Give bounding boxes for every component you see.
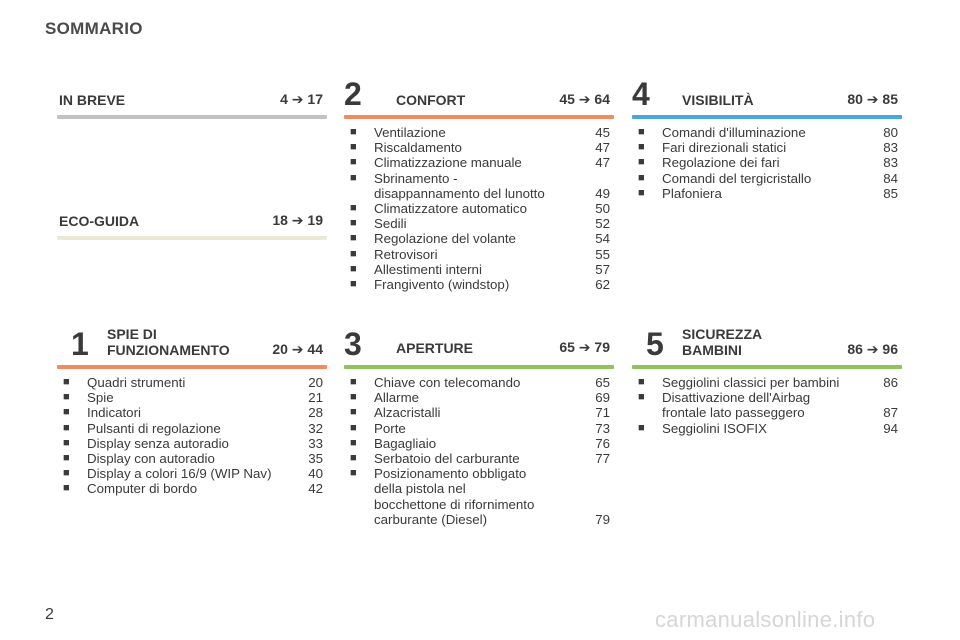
list-item[interactable]: ■ Display con autoradio 35 [63, 451, 323, 467]
section-color-bar [57, 236, 327, 240]
section-color-bar [57, 365, 327, 369]
arrow-icon: ➔ [291, 91, 304, 107]
section-color-bar [57, 115, 327, 119]
list-item[interactable]: ■ Regolazione dei fari 83 [638, 155, 898, 171]
watermark: carmanualsonline.info [655, 607, 876, 632]
section-header: 5 SICUREZZA BAMBINI 86 ➔ 96 [632, 322, 902, 360]
section-header: 1 SPIE DI FUNZIONAMENTO 20 ➔ 44 [57, 322, 327, 360]
arrow-icon: ➔ [578, 339, 591, 355]
list-item[interactable]: ■ Retrovisori 55 [350, 246, 610, 262]
section-header: ECO-GUIDA 18 ➔ 19 [57, 193, 327, 231]
list-item[interactable]: ■ Display senza autoradio 33 [63, 435, 323, 451]
section-title: VISIBILITÀ [682, 92, 754, 108]
section-title: ECO-GUIDA [59, 213, 140, 229]
list-item[interactable]: ■ Regolazione del volante 54 [350, 231, 610, 247]
list-item[interactable]: ■ Seggiolini classici per bambini 86 [638, 375, 898, 390]
section-title: IN BREVE [59, 92, 126, 108]
section-aperture[interactable]: 3 APERTURE 65 ➔ 79 ■ Chiave con telecoman… [344, 322, 614, 527]
section-number: 3 [344, 326, 362, 362]
arrow-icon: ➔ [291, 212, 304, 228]
list-item[interactable]: ■ Allarme 69 [350, 390, 610, 406]
page-range: 65 ➔ 79 [559, 339, 610, 355]
section-spie[interactable]: 1 SPIE DI FUNZIONAMENTO 20 ➔ 44 ■ Quadri s… [57, 322, 327, 497]
item-list: ■ Ventilazione 45 ■ Riscaldamento 47 ■ Climat… [344, 125, 614, 292]
arrow-icon: ➔ [578, 91, 591, 107]
list-item[interactable]: ■ Frangivento (windstop) 62 [350, 277, 610, 293]
list-item[interactable]: ■ Seggiolini ISOFIX 94 [638, 420, 898, 436]
section-title: APERTURE [396, 340, 474, 356]
list-item[interactable]: ■ Comandi del tergicristallo 84 [638, 170, 898, 186]
section-confort[interactable]: 2 CONFORT 45 ➔ 64 ■ Ventilazione 45 ■ Risca… [344, 72, 614, 292]
section-number: 1 [71, 326, 89, 362]
list-item[interactable]: ■ Chiave con telecomando 65 [350, 375, 610, 390]
page-title: SOMMARIO [45, 19, 143, 38]
list-item[interactable]: ■ Serbatoio del carburante 77 [350, 451, 610, 467]
list-item[interactable]: ■ Riscaldamento 47 [350, 140, 610, 156]
section-header: 4 VISIBILITÀ 80 ➔ 85 [632, 72, 902, 110]
list-item[interactable]: ■ Alzacristalli 71 [350, 405, 610, 421]
list-item[interactable]: ■ Posizionamento obbligato della pistola n… [350, 466, 610, 527]
section-color-bar [632, 365, 902, 369]
list-item[interactable]: ■ Disattivazione dell'Airbag frontale lato… [638, 390, 898, 421]
page-number: 2 [45, 606, 54, 623]
section-number: 2 [344, 76, 362, 112]
arrow-icon: ➔ [866, 341, 879, 357]
section-header: IN BREVE 4 ➔ 17 [57, 72, 327, 110]
page-range: 4 ➔ 17 [280, 91, 323, 107]
section-sicurezza[interactable]: 5 SICUREZZA BAMBINI 86 ➔ 96 ■ Seggiolini c… [632, 322, 902, 436]
list-item[interactable]: ■ Sedili 52 [350, 216, 610, 232]
list-item[interactable]: ■ Spie 21 [63, 390, 323, 406]
section-number: 4 [632, 76, 650, 112]
item-list: ■ Quadri strumenti 20 ■ Spie 21 ■ Indicatori 2… [57, 375, 327, 497]
item-list: ■ Comandi d'illuminazione 80 ■ Fari direzio… [632, 125, 902, 201]
list-item[interactable]: ■ Display a colori 16/9 (WIP Nav) 40 [63, 466, 323, 482]
section-number: 5 [646, 326, 664, 362]
section-eco-guida[interactable]: ECO-GUIDA 18 ➔ 19 [57, 193, 327, 240]
page-range: 80 ➔ 85 [847, 91, 898, 107]
list-item[interactable]: ■ Climatizzatore automatico 50 [350, 201, 610, 217]
section-header: 3 APERTURE 65 ➔ 79 [344, 322, 614, 360]
list-item[interactable]: ■ Sbrinamento - disappannamento del lunott… [350, 170, 610, 201]
list-item[interactable]: ■ Pulsanti di regolazione 32 [63, 420, 323, 436]
page-range: 20 ➔ 44 [272, 341, 323, 357]
list-item[interactable]: ■ Climatizzazione manuale 47 [350, 155, 610, 171]
list-item[interactable]: ■ Bagagliaio 76 [350, 435, 610, 451]
arrow-icon: ➔ [866, 91, 879, 107]
list-item[interactable]: ■ Fari direzionali statici 83 [638, 140, 898, 156]
page-range: 86 ➔ 96 [847, 341, 898, 357]
section-title: SPIE DI FUNZIONAMENTO [107, 326, 230, 358]
list-item[interactable]: ■ Allestimenti interni 57 [350, 261, 610, 277]
section-in-breve[interactable]: IN BREVE 4 ➔ 17 [57, 72, 327, 119]
list-item[interactable]: ■ Plafoniera 85 [638, 185, 898, 201]
section-title: SICUREZZA BAMBINI [682, 326, 763, 358]
section-color-bar [632, 115, 902, 119]
page-range: 45 ➔ 64 [559, 91, 610, 107]
list-item[interactable]: ■ Quadri strumenti 20 [63, 375, 323, 390]
section-header: 2 CONFORT 45 ➔ 64 [344, 72, 614, 110]
list-item[interactable]: ■ Comandi d'illuminazione 80 [638, 125, 898, 140]
list-item[interactable]: ■ Indicatori 28 [63, 405, 323, 421]
section-title: CONFORT [396, 92, 466, 108]
arrow-icon: ➔ [291, 341, 304, 357]
item-list: ■ Seggiolini classici per bambini 86 ■ Disa… [632, 375, 902, 436]
page-range: 18 ➔ 19 [272, 212, 323, 228]
section-color-bar [344, 115, 614, 119]
section-visibilita[interactable]: 4 VISIBILITÀ 80 ➔ 85 ■ Comandi d'illumina… [632, 72, 902, 201]
list-item[interactable]: ■ Porte 73 [350, 420, 610, 436]
section-color-bar [344, 365, 614, 369]
list-item[interactable]: ■ Ventilazione 45 [350, 125, 610, 140]
list-item[interactable]: ■ Computer di bordo 42 [63, 481, 323, 497]
item-list: ■ Chiave con telecomando 65 ■ Allarme 69 ■ Al… [344, 375, 614, 527]
